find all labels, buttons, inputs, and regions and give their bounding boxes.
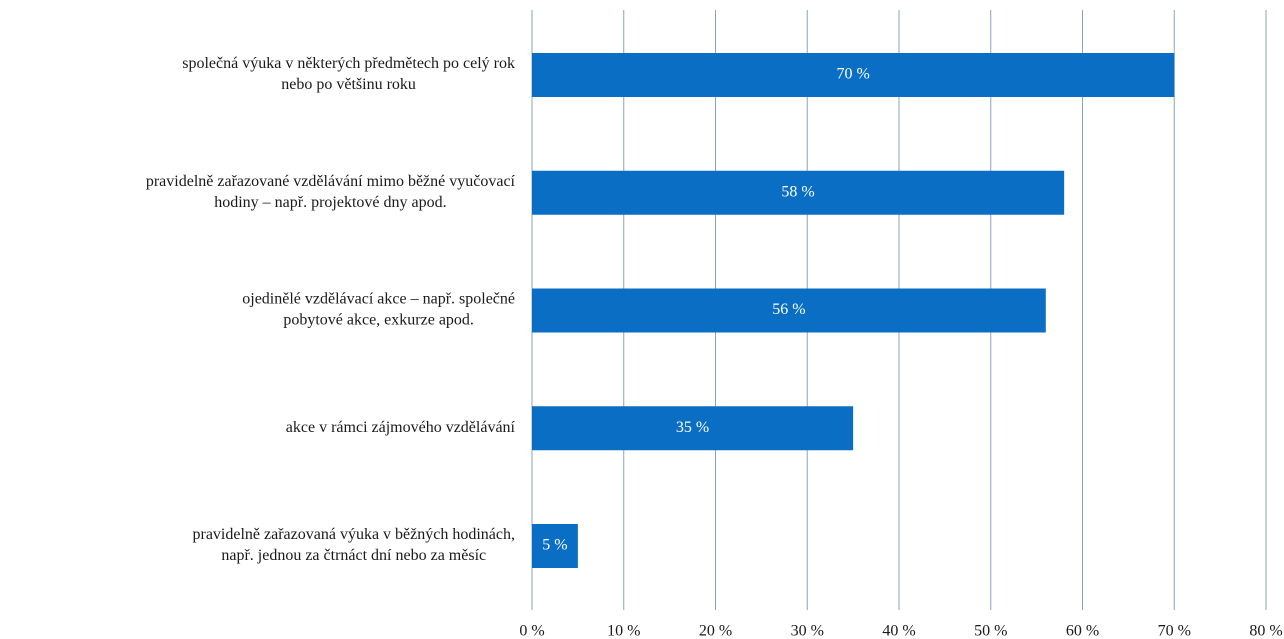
x-tick-label: 10 % xyxy=(607,623,640,639)
x-tick-label: 40 % xyxy=(882,623,915,639)
bar xyxy=(532,288,1046,333)
x-tick-label: 0 % xyxy=(519,623,544,639)
category-label: hodiny – např. projektové dny apod. xyxy=(214,194,446,211)
value-label: 58 % xyxy=(781,183,814,200)
bar xyxy=(532,170,1065,215)
category-label: např. jednou za čtrnáct dní nebo za měsí… xyxy=(221,547,486,564)
x-tick-label: 20 % xyxy=(699,623,732,639)
category-label: ojedinělé vzdělávací akce – např. společ… xyxy=(242,291,515,308)
bar xyxy=(532,53,1175,97)
x-tick-label: 30 % xyxy=(791,623,824,639)
x-tick-label: 50 % xyxy=(974,623,1007,639)
bar xyxy=(532,406,854,451)
x-tick-label: 80 % xyxy=(1249,623,1282,639)
bar xyxy=(532,524,578,568)
category-label: pravidelně zařazované vzdělávání mimo bě… xyxy=(146,173,516,190)
value-label: 35 % xyxy=(676,419,709,436)
category-label: pobytové akce, exkurze apod. xyxy=(283,312,474,329)
category-label: nebo po většinu roku xyxy=(281,76,416,93)
x-tick-label: 60 % xyxy=(1066,623,1099,639)
category-label: akce v rámci zájmového vzdělávání xyxy=(286,419,516,436)
value-label: 70 % xyxy=(836,66,869,83)
value-label: 56 % xyxy=(772,301,805,318)
value-label: 5 % xyxy=(542,537,567,554)
category-label: pravidelně zařazovaná výuka v běžných ho… xyxy=(192,526,515,543)
category-label: společná výuka v některých předmětech po… xyxy=(182,55,515,72)
x-tick-label: 70 % xyxy=(1158,623,1191,639)
